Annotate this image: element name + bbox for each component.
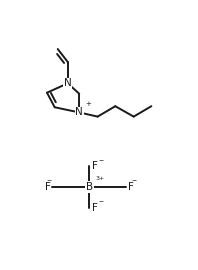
Text: N: N xyxy=(75,107,83,117)
Text: F: F xyxy=(92,203,98,213)
Text: −: − xyxy=(46,178,52,183)
Text: F: F xyxy=(128,182,134,192)
Text: F: F xyxy=(92,161,98,171)
Text: 3+: 3+ xyxy=(95,177,105,181)
Text: N: N xyxy=(64,78,72,88)
Text: −: − xyxy=(99,198,104,204)
Text: −: − xyxy=(99,157,104,162)
Text: +: + xyxy=(85,101,91,107)
Text: F: F xyxy=(45,182,50,192)
Text: B: B xyxy=(86,182,93,192)
Text: −: − xyxy=(132,178,137,183)
